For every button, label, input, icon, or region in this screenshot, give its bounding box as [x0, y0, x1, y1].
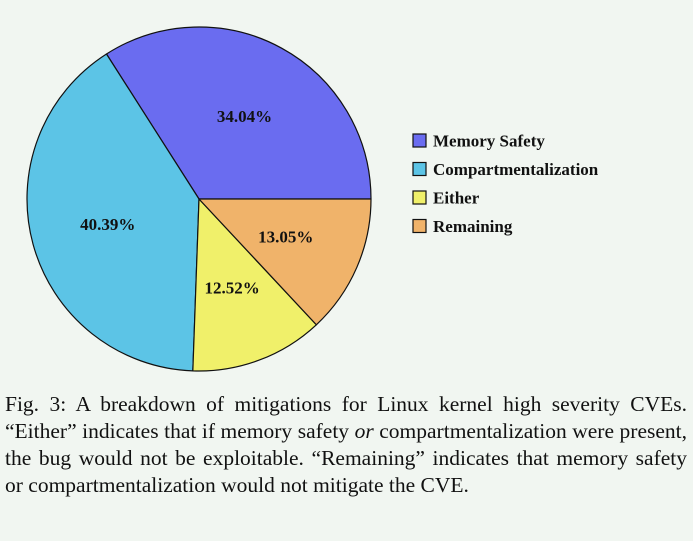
pie-slices — [26, 26, 372, 372]
figure-caption: Fig. 3: A breakdown of mitigations for L… — [5, 391, 687, 499]
slice-label-memory-safety: 34.04% — [217, 107, 272, 126]
caption-text-2: compartmentalization were present, the b… — [5, 419, 688, 497]
slice-label-compartmentalization: 40.39% — [80, 215, 135, 234]
legend: Memory Safety Compartmentalization Either R… — [412, 132, 599, 236]
legend-label-compartmentalization: Compartmentalization — [433, 160, 599, 179]
legend-swatch-memory-safety — [412, 133, 427, 148]
pie-slice-remaining — [198, 198, 372, 326]
legend-swatch-remaining — [412, 218, 427, 234]
pie-slice-memory-safety — [105, 26, 372, 200]
caption-text-1: A breakdown of mitigations for Linux ker… — [5, 392, 687, 443]
caption-prefix: Fig. 3: — [5, 392, 67, 416]
pie-slice-either — [192, 198, 317, 372]
legend-label-remaining: Remaining — [433, 217, 513, 236]
slice-labels: 34.04% 40.39% 12.52% 13.05% — [80, 107, 313, 298]
legend-label-memory-safety: Memory Safety — [433, 132, 545, 151]
legend-swatch-either — [412, 190, 427, 205]
legend-swatch-compartmentalization — [412, 161, 427, 177]
pie-slice-compartmentalization — [26, 53, 200, 372]
slice-label-either: 12.52% — [204, 279, 259, 298]
caption-emphasis: or — [354, 419, 374, 443]
slice-label-remaining: 13.05% — [258, 228, 313, 247]
pie-chart: 34.04% 40.39% 12.52% 13.05% Memory Safety Co… — [26, 26, 599, 372]
legend-label-either: Either — [433, 189, 480, 208]
